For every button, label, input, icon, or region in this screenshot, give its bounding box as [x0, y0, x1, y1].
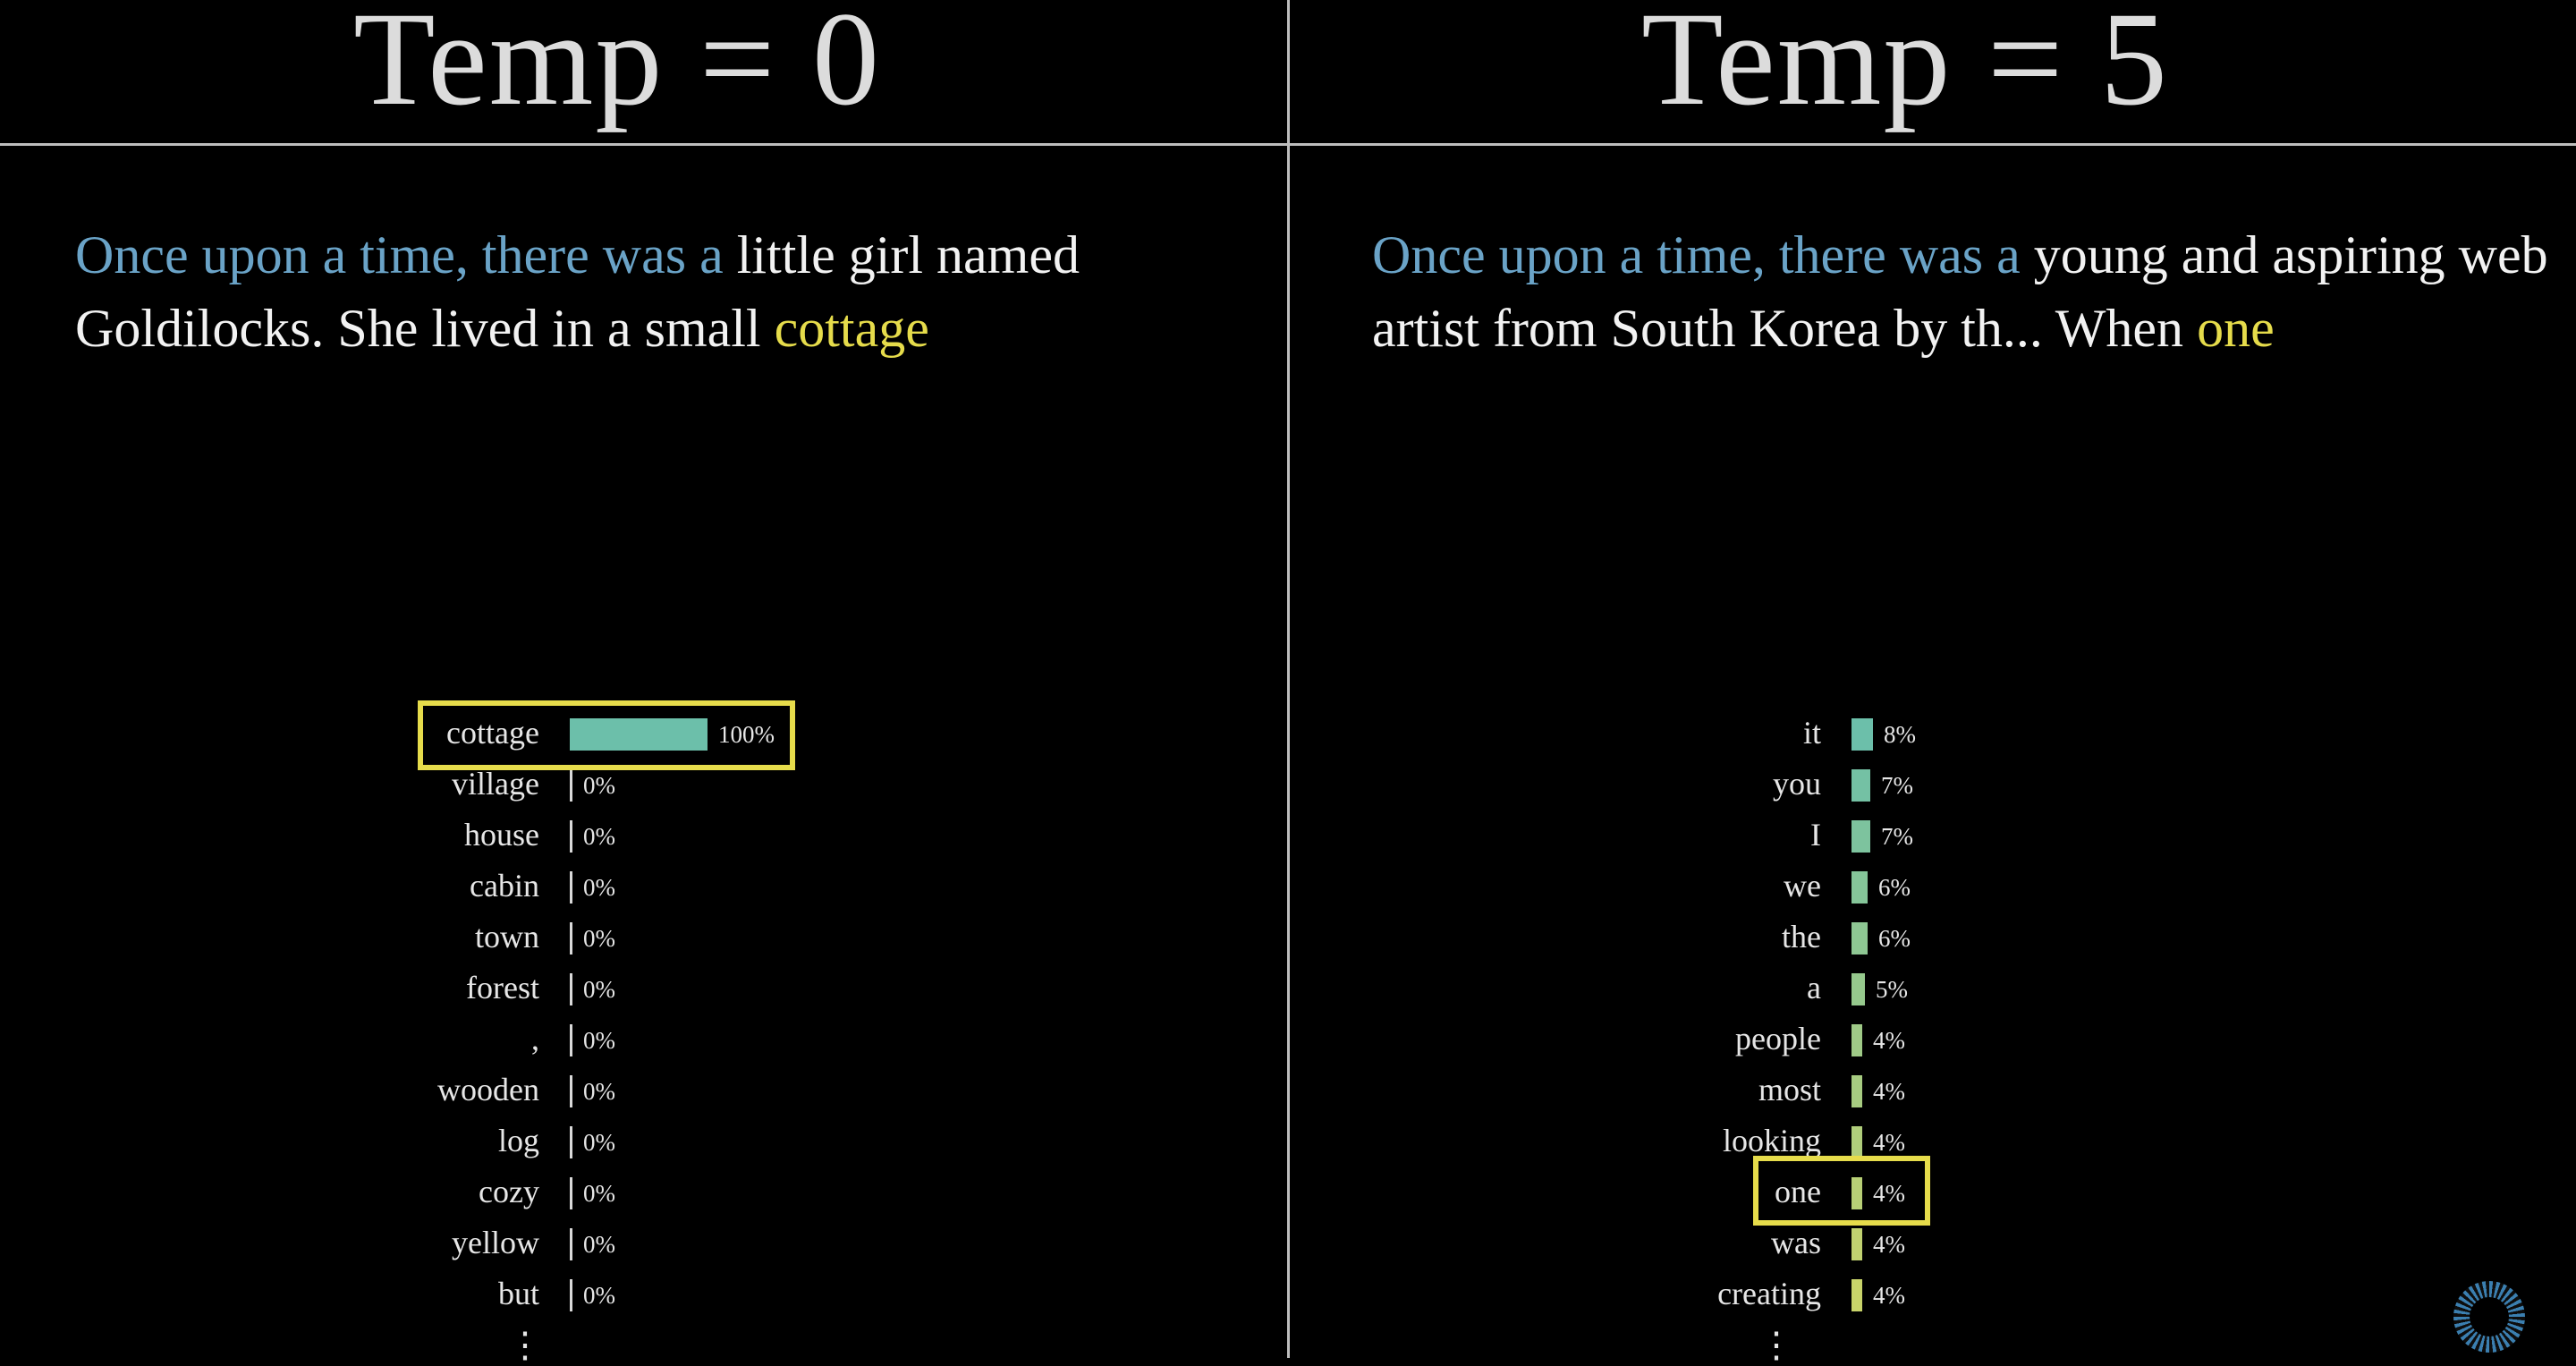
token-label: but: [497, 1276, 539, 1311]
probability-label: 0%: [583, 1180, 615, 1207]
probability-bar: [1852, 1177, 1862, 1209]
probability-label: 6%: [1878, 925, 1911, 952]
probability-label: 0%: [583, 1231, 615, 1258]
prompt-text: Once upon a time, there was a: [1372, 225, 2021, 284]
token-label: was: [1771, 1225, 1821, 1260]
probability-bar: [570, 1177, 572, 1209]
probability-label: 100%: [718, 721, 775, 748]
probability-bar: [570, 1024, 572, 1056]
probability-label: 4%: [1873, 1180, 1905, 1207]
probability-bar: [570, 973, 572, 1005]
token-label: we: [1784, 868, 1821, 904]
probability-bar: [570, 871, 572, 904]
probability-bar: [1852, 1126, 1862, 1158]
probability-bar: [1852, 718, 1873, 751]
token-label: a: [1807, 970, 1821, 1005]
probability-bar: [570, 1228, 572, 1260]
token-label: I: [1810, 817, 1821, 853]
story-passage-left: Once upon a time, there was a little gir…: [75, 218, 1256, 365]
probability-bar: [1852, 1228, 1862, 1260]
token-label: forest: [466, 970, 539, 1005]
probability-bar: [570, 769, 572, 802]
probability-bar: [570, 820, 572, 853]
probability-bar: [1852, 820, 1870, 853]
probability-label: 0%: [583, 1129, 615, 1156]
token-label: creating: [1717, 1276, 1821, 1311]
probability-bar: [570, 718, 708, 751]
more-tokens-ellipsis-left: ⋮: [507, 1325, 543, 1366]
probability-label: 4%: [1873, 1129, 1905, 1156]
probability-label: 7%: [1881, 823, 1913, 850]
token-label: village: [452, 766, 539, 802]
token-label: cozy: [479, 1174, 539, 1209]
probability-label: 0%: [583, 772, 615, 799]
sampled-token: one: [2197, 299, 2275, 358]
token-label: the: [1782, 919, 1821, 955]
probability-label: 0%: [583, 1078, 615, 1105]
probability-bar: [1852, 973, 1865, 1005]
probability-label: 0%: [583, 823, 615, 850]
panel-divider: [1287, 0, 1290, 1358]
panel-title-right: Temp = 5: [1641, 0, 2169, 133]
token-label: you: [1773, 766, 1821, 802]
probability-label: 5%: [1876, 976, 1908, 1003]
more-tokens-ellipsis-right: ⋮: [1758, 1325, 1794, 1366]
generated-text: little girl named Goldilocks. She lived …: [75, 225, 1080, 358]
probability-bar: [570, 922, 572, 955]
probability-label: 0%: [583, 976, 615, 1003]
generated-text: young and aspiring web artist from South…: [1372, 225, 2548, 358]
token-label: it: [1802, 715, 1821, 751]
token-label: cottage: [446, 715, 539, 751]
selected-token-box-right: [1753, 1156, 1930, 1226]
token-label: ,: [531, 1021, 539, 1056]
selected-token-box-left: [418, 700, 795, 770]
panel-title-left: Temp = 0: [353, 0, 881, 133]
token-label: most: [1758, 1072, 1821, 1107]
probability-bar: [1852, 1075, 1862, 1107]
token-label: house: [464, 817, 539, 853]
channel-logo-icon: [2453, 1281, 2525, 1353]
probability-label: 4%: [1873, 1027, 1905, 1054]
sampled-token: cottage: [774, 299, 929, 358]
probability-label: 4%: [1873, 1282, 1905, 1309]
probability-bar: [1852, 871, 1868, 904]
token-label: log: [497, 1123, 539, 1158]
prompt-text: Once upon a time, there was a: [75, 225, 724, 284]
token-label: one: [1775, 1174, 1821, 1209]
probability-label: 6%: [1878, 874, 1911, 901]
probability-label: 8%: [1884, 721, 1916, 748]
probability-label: 7%: [1881, 772, 1913, 799]
token-label: town: [475, 919, 539, 955]
probability-bar: [570, 1279, 572, 1311]
token-label: cabin: [470, 868, 539, 904]
probability-label: 0%: [583, 1027, 615, 1054]
probability-label: 0%: [583, 925, 615, 952]
story-passage-right: Once upon a time, there was a young and …: [1372, 218, 2562, 365]
token-label: yellow: [452, 1225, 539, 1260]
probability-bar: [1852, 1279, 1862, 1311]
probability-label: 0%: [583, 1282, 615, 1309]
probability-bar: [1852, 1024, 1862, 1056]
probability-bar: [1852, 922, 1868, 955]
probability-label: 4%: [1873, 1078, 1905, 1105]
probability-bar: [1852, 769, 1870, 802]
token-label: wooden: [437, 1072, 539, 1107]
token-label: people: [1735, 1021, 1821, 1056]
probability-bar: [570, 1126, 572, 1158]
probability-bar: [570, 1075, 572, 1107]
token-label: looking: [1722, 1123, 1821, 1158]
probability-label: 4%: [1873, 1231, 1905, 1258]
probability-label: 0%: [583, 874, 615, 901]
